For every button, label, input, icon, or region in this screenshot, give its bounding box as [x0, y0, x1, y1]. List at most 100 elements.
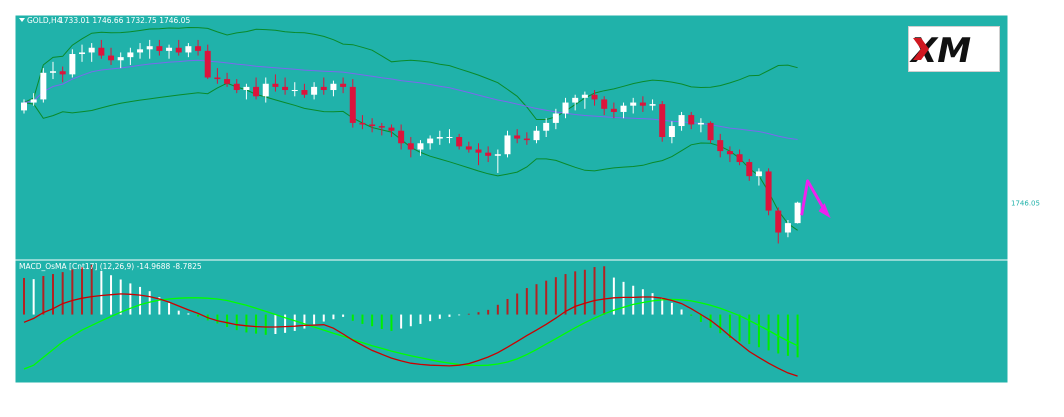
time-tick-label: 22 Feb 05:00: [538, 384, 587, 393]
candle-body: [736, 154, 743, 163]
candle-body: [610, 108, 617, 112]
candle-body: [407, 143, 414, 150]
forecast-arrowhead: [818, 203, 831, 219]
candle-body: [369, 124, 376, 127]
xm-logo-mark: XM: [909, 31, 971, 71]
time-tick-label: 16 Feb 05:00: [330, 384, 379, 393]
price-tick-label: 1831.70: [1013, 65, 1044, 74]
candle-body: [40, 72, 47, 100]
time-tick-label: 17 Feb 05:00: [382, 384, 431, 393]
price-tick-label: 1847.60: [1013, 40, 1044, 49]
candle-body: [465, 146, 472, 150]
candle-body: [291, 90, 298, 92]
time-tick-label: 15 Feb 01:00: [278, 384, 327, 393]
candle-body: [243, 86, 250, 91]
candle-body: [668, 126, 675, 137]
candle-body: [765, 171, 772, 211]
candle-body: [572, 97, 579, 103]
candle-body: [436, 137, 443, 139]
candle-body: [552, 113, 559, 123]
candle-body: [214, 77, 221, 80]
candle-body: [233, 83, 240, 91]
candle-body: [195, 46, 202, 51]
candle-body: [30, 99, 37, 103]
time-tick-label: 9 Feb 01:00: [70, 384, 115, 393]
time-tick-label: 11 Feb 01:00: [174, 384, 223, 393]
candle-body: [311, 86, 318, 95]
candle-body: [591, 94, 598, 100]
time-tick-label: 19 Feb 05:00: [486, 384, 535, 393]
candle-body: [417, 143, 424, 150]
candle-body: [784, 223, 791, 233]
candle-body: [398, 130, 405, 144]
candle-body: [79, 52, 86, 55]
candle-body: [108, 55, 115, 61]
candle-body: [301, 90, 308, 95]
candle-body: [485, 152, 492, 156]
candle-body: [21, 102, 27, 111]
candle-body: [523, 138, 530, 141]
candle-body: [601, 99, 608, 109]
current-price-tag: [1009, 197, 1041, 208]
candle-body: [649, 104, 656, 106]
candle-body: [69, 54, 76, 75]
candle-body: [378, 126, 385, 128]
price-tick-label: 1815.80: [1013, 89, 1044, 98]
candle-body: [726, 151, 733, 155]
candle-body: [204, 50, 211, 78]
xm-logo-chevron: [913, 38, 929, 60]
price-tick-label: 1767.50: [1013, 165, 1044, 174]
candle-body: [166, 47, 173, 51]
macd-tick-label: -16.2999: [1013, 374, 1047, 383]
ohlc-values: 1733.01 1746.66 1732.75 1746.05: [59, 16, 190, 25]
moving-average-line: [23, 59, 798, 140]
macd-main-line: [23, 293, 798, 377]
candle-body: [137, 49, 144, 53]
candle-body: [581, 94, 588, 98]
price-tick-label: 1735.70: [1013, 215, 1044, 224]
candle-body: [688, 115, 695, 125]
forecast-arrow-line: [800, 179, 827, 216]
candle-body: [717, 140, 724, 152]
candle-body: [659, 104, 666, 137]
candle-body: [146, 46, 153, 50]
candle-body: [755, 171, 762, 177]
macd-tick-label: 0.00: [1013, 311, 1030, 320]
macd-tick-label: 12.9848: [1013, 260, 1044, 269]
price-tick-label: 1799.60: [1013, 115, 1044, 124]
dropdown-triangle-icon[interactable]: [19, 18, 25, 22]
forecast-arrow: [800, 179, 831, 219]
price-tick-label: 1751.60: [1013, 190, 1044, 199]
candle-body: [746, 162, 753, 177]
candle-body: [494, 154, 501, 156]
time-tick-label: 8 Feb 2021: [17, 384, 59, 393]
candle-body: [253, 86, 260, 97]
symbol-label: GOLD,H4: [27, 16, 62, 25]
current-price-label: 1746.05: [1011, 200, 1040, 208]
axes: 1847.60 1831.70 1815.80 1799.60 1783.70 1767.…: [16, 40, 1047, 393]
candle-body: [543, 122, 550, 131]
candle-body: [630, 102, 637, 106]
candle-body: [330, 83, 337, 91]
candle-body: [678, 115, 685, 127]
candle-body: [707, 122, 714, 141]
candle-body: [282, 86, 289, 91]
candle-body: [272, 83, 279, 87]
xm-logo-text: XM: [909, 31, 971, 71]
xm-logo: XM: [908, 26, 1000, 72]
time-tick-label: 23 Feb 05:00: [590, 384, 639, 393]
bollinger-upper-line: [23, 26, 798, 120]
candle-body: [98, 47, 105, 56]
candle-body: [50, 71, 57, 73]
candle-body: [446, 137, 453, 138]
time-tick-label: 26 Feb 05:00: [746, 384, 795, 393]
candle-body: [794, 202, 801, 224]
candle-body: [262, 83, 269, 97]
candle-body: [127, 52, 134, 58]
chart-header: GOLD,H4 1733.01 1746.66 1732.75 1746.05: [19, 16, 190, 25]
macd-lines: [23, 293, 798, 377]
candle-body: [117, 57, 124, 61]
time-tick-label: 10 Feb 01:00: [122, 384, 171, 393]
